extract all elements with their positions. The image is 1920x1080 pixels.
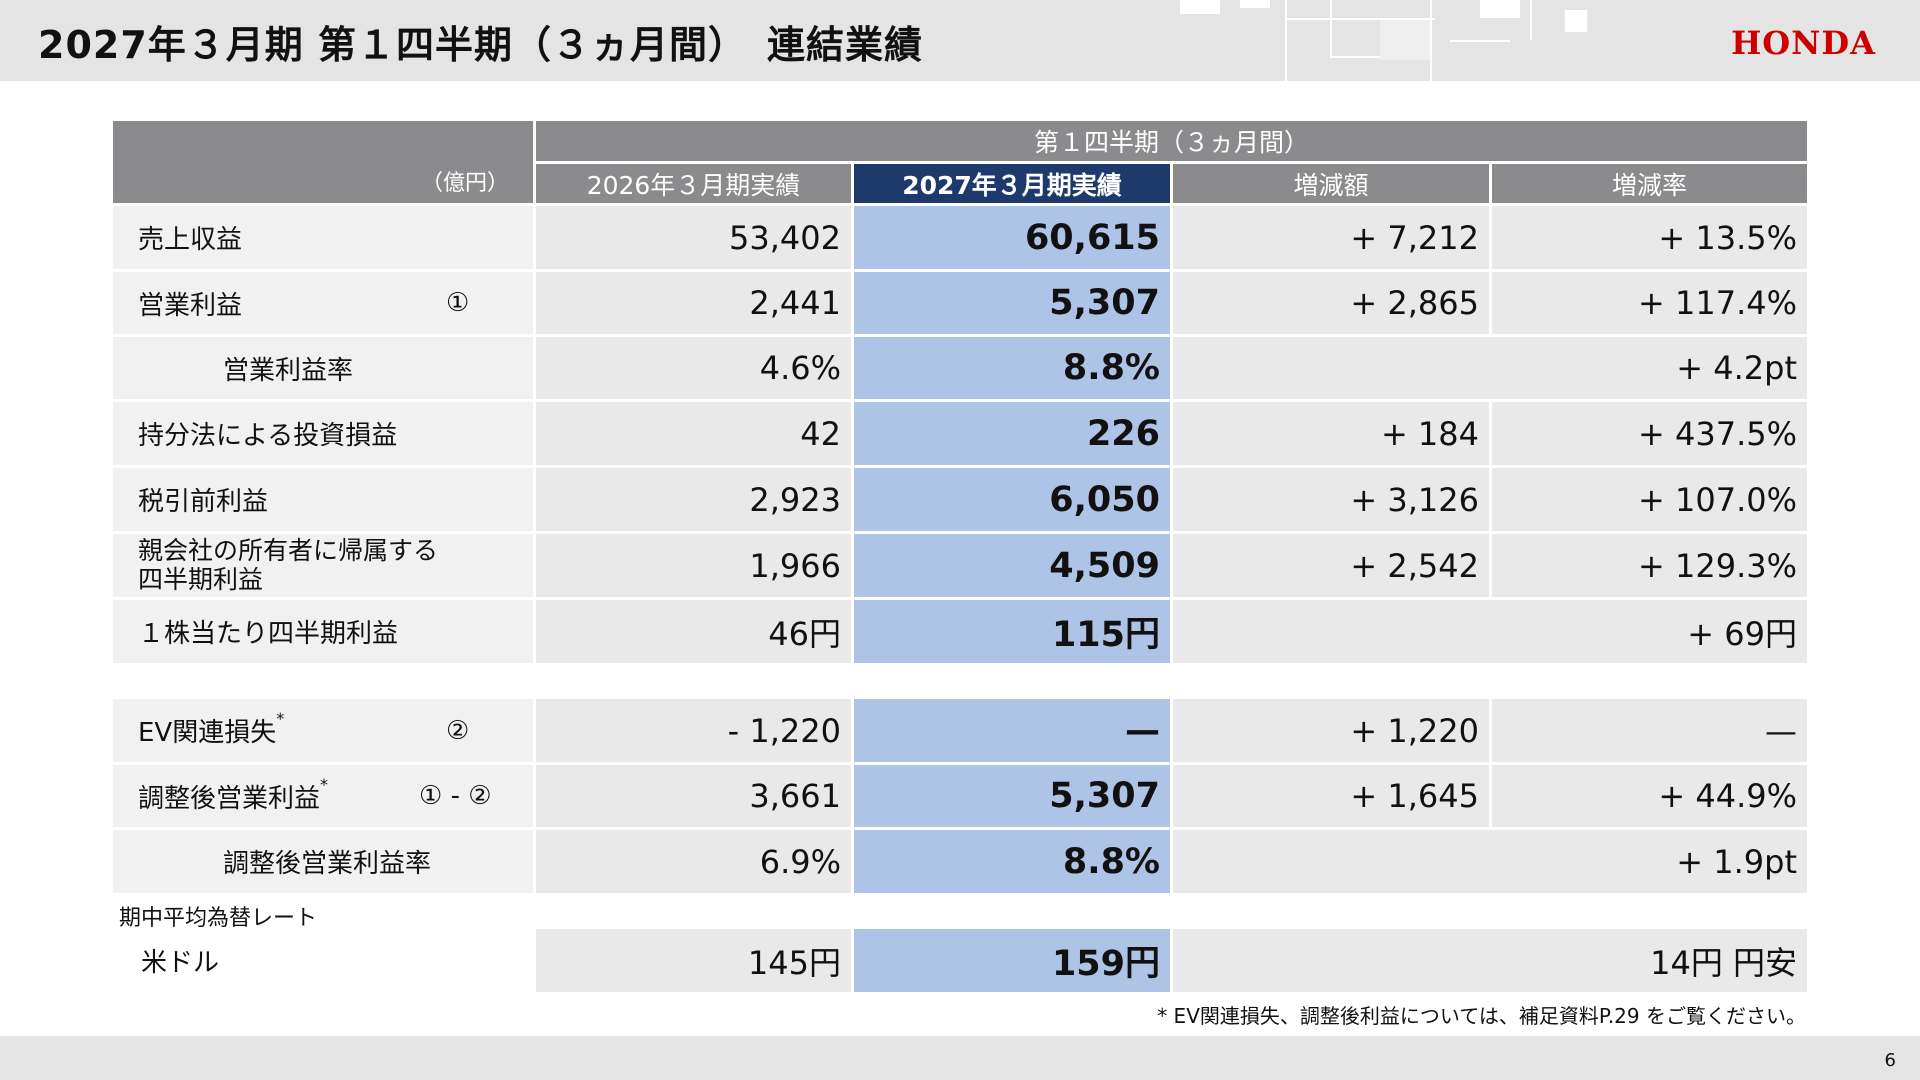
column-header-prev: 2026年３月期実績 (536, 164, 851, 203)
adjusted-operating-profit-current: 5,307 (854, 765, 1170, 827)
operating-profit-change-rate: + 117.4% (1492, 272, 1807, 334)
operating-margin-current: 8.8% (854, 337, 1170, 399)
usd-prev: 145円 (536, 929, 851, 992)
column-header-change-rate: 増減率 (1492, 164, 1807, 203)
page-number: 6 (1884, 1050, 1896, 1071)
operating-margin-change: + 4.2pt (1173, 337, 1807, 399)
equity-method-change-amount: + 184 (1173, 402, 1489, 465)
row-label-eps: １株当たり四半期利益 (113, 600, 533, 663)
row-label-revenue: 売上収益 (113, 206, 533, 269)
pretax-profit-current: 6,050 (854, 468, 1170, 531)
adjusted-operating-margin-prev: 6.9% (536, 830, 851, 893)
adjusted-operating-margin-change: + 1.9pt (1173, 830, 1807, 893)
slide-header: 2027年３月期 第１四半期（３ヵ月間） 連結業績 HONDA (0, 0, 1920, 81)
ev-loss-current: — (854, 699, 1170, 762)
row-label-adjusted-operating-profit: 調整後営業利益 * ① - ② (113, 765, 533, 827)
operating-profit-label: 営業利益 (138, 290, 243, 321)
adjusted-operating-profit-prev: 3,661 (536, 765, 851, 827)
row-label-adjusted-operating-margin: 調整後営業利益率 (113, 830, 533, 893)
eps-current: 115円 (854, 600, 1170, 663)
row-label-ev-loss: EV関連損失 * ② (113, 699, 533, 762)
decorative-pattern (1180, 0, 1587, 81)
adjusted-operating-profit-change-rate: + 44.9% (1492, 765, 1807, 827)
header-corner-cell: （億円） (113, 121, 533, 203)
row-label-pretax-profit: 税引前利益 (113, 468, 533, 531)
adjusted-operating-margin-current: 8.8% (854, 830, 1170, 893)
pretax-profit-change-amount: + 3,126 (1173, 468, 1489, 531)
marker-circle-1-minus-2: ① - ② (419, 781, 492, 811)
equity-method-prev: 42 (536, 402, 851, 465)
pretax-profit-change-rate: + 107.0% (1492, 468, 1807, 531)
fx-section-label: 期中平均為替レート (119, 906, 318, 931)
marker-circle-1: ① (446, 288, 470, 318)
period-header: 第１四半期（３ヵ月間） (536, 121, 1807, 161)
footer-bar (0, 1036, 1920, 1080)
adjusted-operating-profit-label: 調整後営業利益 (138, 783, 321, 814)
operating-profit-change-amount: + 2,865 (1173, 272, 1489, 334)
net-profit-change-rate: + 129.3% (1492, 534, 1807, 597)
honda-logo: HONDA (1731, 24, 1876, 62)
usd-current: 159円 (854, 929, 1170, 992)
column-header-change-amount: 増減額 (1173, 164, 1489, 203)
row-label-usd: 米ドル (113, 929, 533, 992)
footnote: * EV関連損失、調整後利益については、補足資料P.29 をご覧ください。 (1157, 1004, 1806, 1028)
net-profit-prev: 1,966 (536, 534, 851, 597)
equity-method-change-rate: + 437.5% (1492, 402, 1807, 465)
operating-profit-prev: 2,441 (536, 272, 851, 334)
equity-method-current: 226 (854, 402, 1170, 465)
eps-prev: 46円 (536, 600, 851, 663)
adjusted-operating-profit-asterisk: * (320, 775, 329, 794)
unit-label: （億円） (420, 171, 509, 196)
marker-circle-2: ② (446, 715, 470, 746)
net-profit-current: 4,509 (854, 534, 1170, 597)
usd-change: 14円 円安 (1173, 929, 1807, 992)
operating-profit-current: 5,307 (854, 272, 1170, 334)
ev-loss-asterisk: * (276, 709, 285, 728)
net-profit-label-line1: 親会社の所有者に帰属する (138, 535, 439, 565)
column-header-current: 2027年３月期実績 (854, 164, 1170, 203)
row-label-operating-profit: 営業利益 ① (113, 272, 533, 334)
revenue-change-amount: + 7,212 (1173, 206, 1489, 269)
ev-loss-change-amount: + 1,220 (1173, 699, 1489, 762)
pretax-profit-prev: 2,923 (536, 468, 851, 531)
slide-title: 2027年３月期 第１四半期（３ヵ月間） 連結業績 (38, 23, 923, 67)
revenue-prev: 53,402 (536, 206, 851, 269)
row-label-net-profit: 親会社の所有者に帰属する 四半期利益 (113, 534, 533, 597)
net-profit-change-amount: + 2,542 (1173, 534, 1489, 597)
row-label-operating-margin: 営業利益率 (113, 337, 533, 399)
operating-margin-prev: 4.6% (536, 337, 851, 399)
adjusted-operating-profit-change-amount: + 1,645 (1173, 765, 1489, 827)
revenue-current: 60,615 (854, 206, 1170, 269)
row-label-equity-method: 持分法による投資損益 (113, 402, 533, 465)
ev-loss-label: EV関連損失 (138, 718, 277, 748)
ev-loss-change-rate: — (1492, 699, 1807, 762)
net-profit-label-line2: 四半期利益 (138, 564, 264, 594)
revenue-change-rate: + 13.5% (1492, 206, 1807, 269)
eps-change: + 69円 (1173, 600, 1807, 663)
ev-loss-prev: - 1,220 (536, 699, 851, 762)
